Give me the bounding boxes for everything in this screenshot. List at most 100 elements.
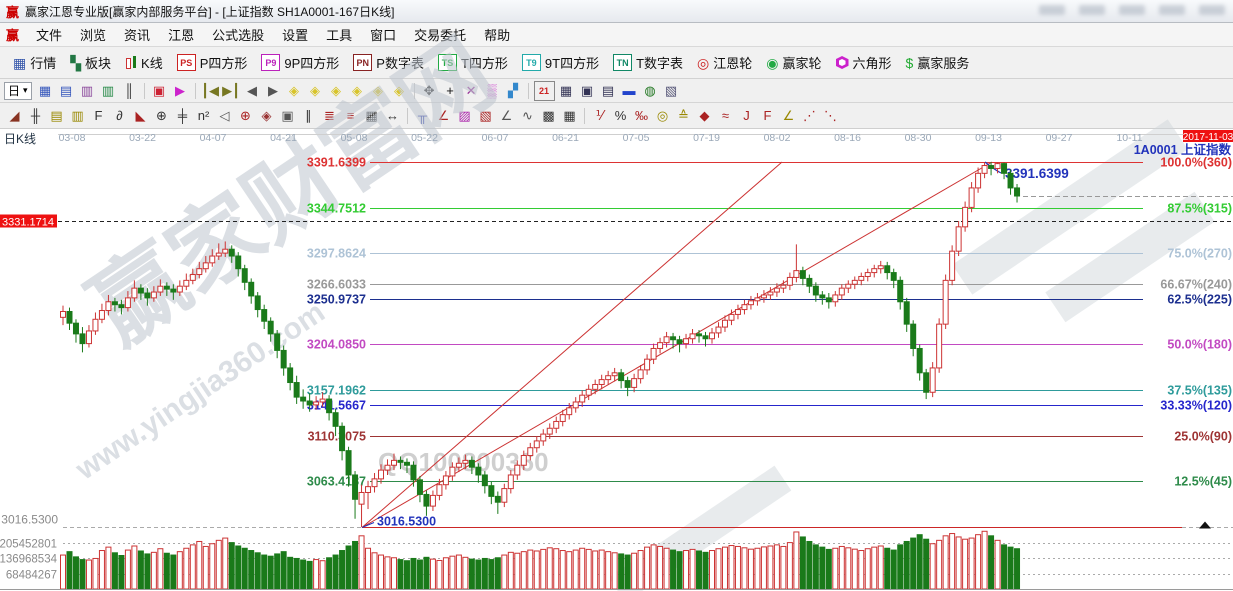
gold-grid-1-icon[interactable]: ▤ <box>50 107 63 123</box>
toolbar-button-P数字表[interactable]: PN P数字表 <box>346 50 431 75</box>
zoom-diamond-6-icon[interactable]: ◈ <box>394 82 405 98</box>
save-icon[interactable]: ▬ <box>622 83 636 98</box>
pause-tool-icon[interactable]: ∥ <box>305 107 312 123</box>
candle-type-icon[interactable]: ║ <box>124 83 134 98</box>
print-icon[interactable]: ▧ <box>664 82 678 98</box>
flagline-tool-icon[interactable]: ◁ <box>219 107 230 123</box>
dense-grid-icon[interactable]: ▩ <box>542 107 555 123</box>
svg-text:3266.6033: 3266.6033 <box>307 278 366 292</box>
toolbar-button-板块[interactable]: ▚ 板块 <box>63 50 118 75</box>
speed-line-icon[interactable]: ⋰ <box>803 107 816 123</box>
web-icon[interactable]: ◍ <box>644 82 656 98</box>
hand-icon[interactable]: ✥ <box>423 82 435 98</box>
first-bar-icon[interactable]: ┃◀ <box>201 82 219 98</box>
grid-tool-icon[interactable]: ╫ <box>30 108 41 123</box>
svg-text:3016.5300: 3016.5300 <box>377 515 436 529</box>
magic-icon[interactable]: ▒ <box>487 83 497 98</box>
wave-tool-icon[interactable]: ∿ <box>522 107 533 123</box>
period-dropdown[interactable]: 日 ▾ <box>4 81 32 100</box>
toolbar-button-江恩轮[interactable]: ◎ 江恩轮 <box>690 50 759 75</box>
brush-icon[interactable]: ◆ <box>699 107 710 123</box>
n2-tool-icon[interactable]: n² <box>197 108 210 123</box>
chart-area[interactable]: 赢家财富网 www.yingjia360.com QQ100800360 03-… <box>0 22 1233 591</box>
permille-icon[interactable]: ‰ <box>635 108 648 123</box>
prev-bar-icon[interactable]: ◀ <box>247 82 258 98</box>
trend-pack-icon[interactable]: ⋱ <box>824 107 837 123</box>
menu-item-9[interactable]: 帮助 <box>484 28 511 43</box>
burst-tool-icon[interactable]: ▧ <box>479 107 492 123</box>
zoom-diamond-3-icon[interactable]: ◈ <box>331 82 342 98</box>
zoom-diamond-1-icon[interactable]: ◈ <box>289 82 300 98</box>
circle-cross-icon[interactable]: ⊕ <box>156 107 167 123</box>
kline-chart-svg[interactable]: 03-08 03-22 04-07 04-21 05-08 05-22 06-07 06-21… <box>0 129 1233 591</box>
zoom-diamond-4-icon[interactable]: ◈ <box>352 82 363 98</box>
scissors-icon[interactable]: ✕ <box>465 82 477 98</box>
f-line-icon[interactable]: F <box>763 108 772 123</box>
gold-grid-2-icon[interactable]: ▥ <box>71 107 84 123</box>
toolbar-button-K线[interactable]: K线 <box>118 50 170 75</box>
menu-item-2[interactable]: 资讯 <box>124 28 151 43</box>
last-bar-icon[interactable]: ▶┃ <box>222 82 240 98</box>
bar9-icon[interactable]: ▥ <box>101 82 115 98</box>
target-tool-icon[interactable]: ⊕ <box>240 107 251 123</box>
ruler-tool-icon[interactable]: ╪ <box>177 108 188 123</box>
grid2-tool-icon[interactable]: ▦ <box>365 107 378 123</box>
toolbar-button-赢家轮[interactable]: ◉ 赢家轮 <box>759 50 828 75</box>
gold-line-icon[interactable]: ≙ <box>678 107 689 123</box>
menu-item-8[interactable]: 交易委托 <box>414 28 467 43</box>
toolbar-button-行情[interactable]: ▦ 行情 <box>6 50 63 75</box>
spiral-tool-icon[interactable]: ∂ <box>116 108 123 123</box>
gold-angle-icon[interactable]: ∠ <box>782 107 795 123</box>
menu-item-5[interactable]: 设置 <box>282 28 309 43</box>
svg-text:08-30: 08-30 <box>905 132 932 144</box>
hatch-tool-icon[interactable]: ▦ <box>563 107 576 123</box>
f-tool-icon[interactable]: F <box>94 108 103 123</box>
menu-item-3[interactable]: 江恩 <box>168 28 195 43</box>
fan-tool-icon[interactable]: ∠ <box>437 107 450 123</box>
pen2-tool-icon[interactable]: ◣ <box>135 107 146 123</box>
calculator-icon[interactable]: ▦ <box>559 82 573 98</box>
toolbar-button-9T四方形[interactable]: T9 9T四方形 <box>515 50 606 75</box>
toolbar-separator <box>584 107 585 124</box>
pencil-tool-icon[interactable]: ◢ <box>9 107 20 123</box>
brain-icon[interactable]: ▞ <box>508 82 519 98</box>
menu-item-7[interactable]: 窗口 <box>370 28 397 43</box>
menu-item-0[interactable]: 文件 <box>36 28 63 43</box>
box-tool-icon[interactable]: ▣ <box>281 107 294 123</box>
angle-tool-icon[interactable]: ╥ <box>417 108 428 123</box>
toolbar-button-P四方形[interactable]: PS P四方形 <box>170 50 255 75</box>
calendar-icon[interactable]: 21 <box>533 80 555 101</box>
note-icon[interactable]: ▤ <box>59 82 73 98</box>
toolbar-button-赢家服务[interactable]: $ 赢家服务 <box>899 50 977 75</box>
flag-icon[interactable]: ▶ <box>175 82 186 98</box>
ying-tool-icon[interactable]: ≡ <box>346 108 355 123</box>
shen-tool-icon[interactable]: ≣ <box>324 107 335 123</box>
zoom-diamond-5-icon[interactable]: ◈ <box>373 82 384 98</box>
toolbar-button-T四方形[interactable]: TS T四方形 <box>431 50 515 75</box>
toolbar-button-T数字表[interactable]: TN T数字表 <box>606 50 690 75</box>
bar3-icon[interactable]: ▥ <box>80 82 94 98</box>
star-tool-icon[interactable]: ◈ <box>261 107 272 123</box>
toolbar-button-六角形[interactable]: 六角形 <box>829 50 899 75</box>
gold-circle-icon[interactable]: ◎ <box>656 107 669 123</box>
width-tool-icon[interactable]: ↔ <box>386 108 399 123</box>
zoom-diamond-2-icon[interactable]: ◈ <box>310 82 321 98</box>
j-line-icon[interactable]: J <box>743 108 750 123</box>
wavefit-icon[interactable]: ≈ <box>721 108 730 123</box>
slope-tool-icon[interactable]: ∠ <box>500 107 513 123</box>
svg-text:50.0%(180): 50.0%(180) <box>1167 338 1232 352</box>
shade-tool-icon[interactable]: ▨ <box>458 107 471 123</box>
pattern-icon[interactable]: ▣ <box>152 82 166 98</box>
notes-icon[interactable]: ▤ <box>601 82 615 98</box>
pct-bar-icon[interactable]: ⅟ <box>595 107 604 123</box>
next-bar-icon[interactable]: ▶ <box>268 82 279 98</box>
menu-item-1[interactable]: 浏览 <box>80 28 107 43</box>
toolbar-label: 江恩轮 <box>713 56 753 71</box>
crosshair-icon[interactable]: + <box>446 83 454 98</box>
monitor-icon[interactable]: ▣ <box>580 82 594 98</box>
percent-icon[interactable]: % <box>614 108 627 123</box>
toolbar-button-9P四方形[interactable]: P9 9P四方形 <box>254 50 346 75</box>
menu-item-4[interactable]: 公式选股 <box>212 28 265 43</box>
menu-item-6[interactable]: 工具 <box>326 28 353 43</box>
window-icon[interactable]: ▦ <box>38 82 52 98</box>
